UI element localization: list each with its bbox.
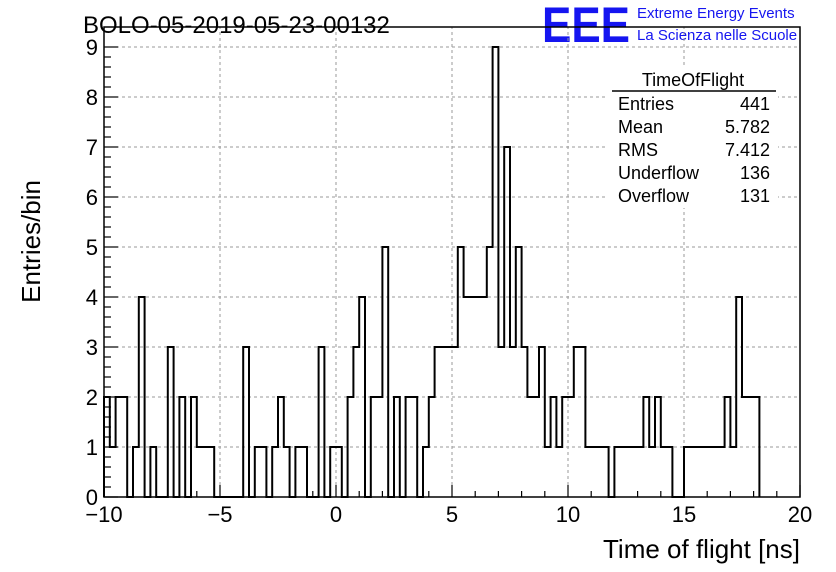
axis-ticks: [103, 46, 801, 498]
y-tick-label: 1: [86, 435, 98, 460]
stats-row-label: Underflow: [618, 163, 700, 183]
x-tick-label: 0: [330, 502, 342, 527]
x-axis-label: Time of flight [ns]: [603, 534, 800, 564]
x-tick-label: 15: [672, 502, 696, 527]
logo-line-1: Extreme Energy Events: [637, 5, 795, 22]
y-tick-label: 0: [86, 485, 98, 510]
y-axis-label: Entries/bin: [16, 180, 46, 303]
x-tick-label: 5: [446, 502, 458, 527]
y-tick-label: 2: [86, 385, 98, 410]
stats-row-label: RMS: [618, 140, 658, 160]
stats-row-value: 136: [740, 163, 770, 183]
logo-line-2: La Scienza nelle Scuole: [637, 27, 797, 44]
y-tick-label: 7: [86, 135, 98, 160]
stats-row-label: Mean: [618, 117, 663, 137]
stats-row-value: 5.782: [725, 117, 770, 137]
x-tick-label: 20: [788, 502, 812, 527]
y-tick-label: 8: [86, 85, 98, 110]
y-tick-label: 6: [86, 185, 98, 210]
stats-row-value: 441: [740, 94, 770, 114]
x-tick-label: 10: [556, 502, 580, 527]
chart-title: BOLO-05-2019-05-23-00132: [83, 12, 390, 39]
y-tick-label: 5: [86, 235, 98, 260]
stats-row-label: Entries: [618, 94, 674, 114]
x-tick-label: −5: [207, 502, 232, 527]
tick-labels: −10 −5 0 5 10 15 20 0 1 2 3 4 5 6 7 8 9: [85, 35, 812, 527]
stats-title: TimeOfFlight: [642, 70, 744, 90]
stats-row-value: 131: [740, 186, 770, 206]
histogram-line: [103, 46, 761, 498]
x-tick-label: −10: [85, 502, 122, 527]
y-tick-label: 3: [86, 335, 98, 360]
y-tick-label: 4: [86, 285, 98, 310]
stats-rows: Entries 441 Mean 5.782 RMS 7.412 Underflow 136 O…: [618, 94, 770, 206]
stats-row-label: Overflow: [618, 186, 690, 206]
stats-row-value: 7.412: [725, 140, 770, 160]
y-tick-label: 9: [86, 35, 98, 60]
stats-box: TimeOfFlight Entries 441 Mean 5.782 RMS 7.412…: [608, 68, 778, 208]
